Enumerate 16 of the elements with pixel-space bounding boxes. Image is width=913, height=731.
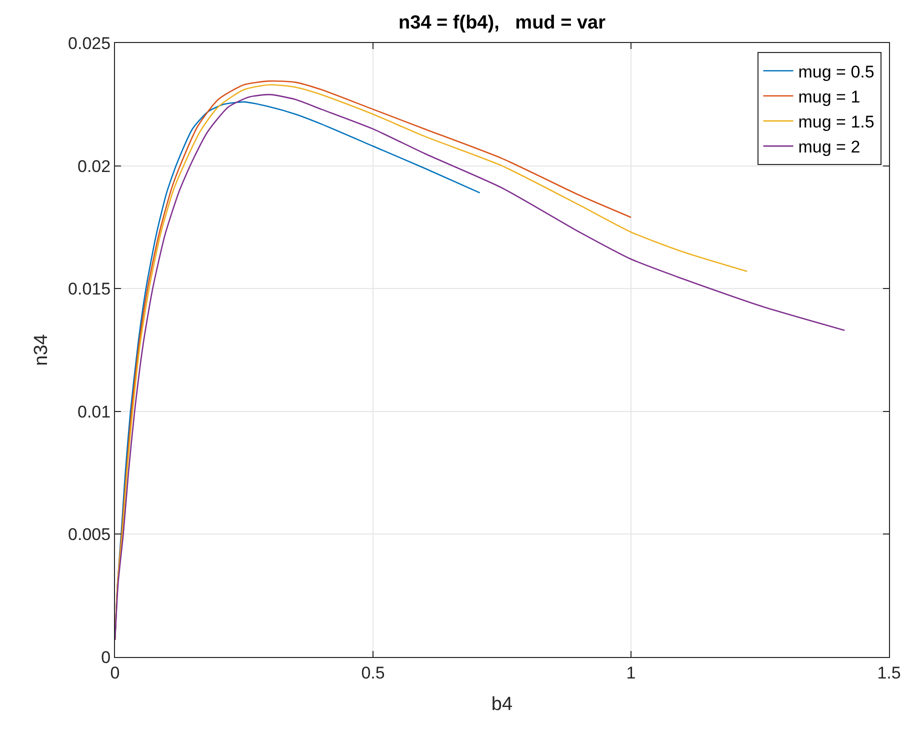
legend-label: mug = 1.5 bbox=[798, 112, 874, 132]
y-tick-label: 0.02 bbox=[78, 156, 111, 176]
legend-label: mug = 0.5 bbox=[798, 62, 874, 82]
y-tick-label: 0.015 bbox=[68, 280, 111, 299]
x-tick-label: 0.5 bbox=[361, 663, 385, 682]
y-tick-label: 0.025 bbox=[68, 34, 111, 53]
y-tick-label: 0.01 bbox=[78, 402, 111, 422]
y-axis-title: n34 bbox=[30, 334, 52, 366]
chart-title: n34 = f(b4), mud = var bbox=[398, 12, 606, 34]
x-axis-title: b4 bbox=[491, 694, 513, 716]
x-tick-label: 1.5 bbox=[877, 663, 901, 682]
x-tick-label: 1 bbox=[626, 663, 636, 682]
legend-label: mug = 1 bbox=[798, 87, 860, 106]
y-tick-label: 0 bbox=[101, 648, 111, 667]
legend-label: mug = 2 bbox=[798, 138, 860, 157]
y-tick-label: 0.005 bbox=[68, 525, 111, 544]
